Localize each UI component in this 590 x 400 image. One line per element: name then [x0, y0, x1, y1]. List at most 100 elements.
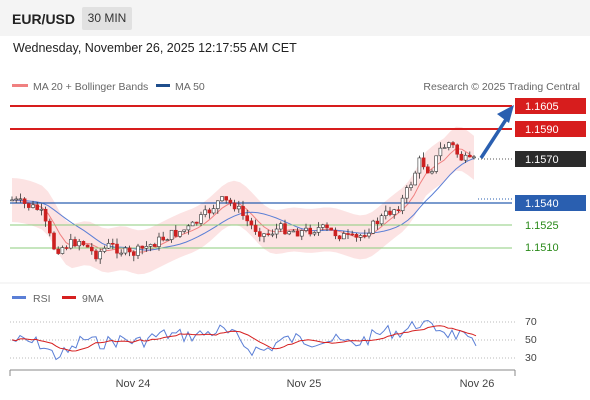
candle-body	[451, 142, 455, 146]
candle-body	[362, 235, 367, 237]
candle-body	[157, 236, 161, 247]
candle-body	[329, 227, 334, 231]
candle-body	[182, 229, 186, 232]
level-label-r1-box	[515, 121, 586, 137]
candle-body	[123, 247, 128, 254]
candle-body	[60, 247, 65, 254]
candle-body	[299, 230, 304, 237]
rsi-ma-line	[11, 325, 477, 352]
ma50-legend-label: MA 50	[175, 81, 205, 93]
candle-body	[161, 236, 165, 241]
candle-body	[35, 204, 40, 210]
candle-body	[388, 210, 392, 215]
candle-body	[262, 233, 266, 237]
candle-body	[207, 209, 212, 214]
candle-body	[148, 244, 153, 247]
candle-body	[90, 246, 94, 252]
level-label-current: 1.1570	[525, 154, 559, 166]
candle-body	[14, 198, 18, 201]
chart-header: EUR/USD 30 MIN	[0, 0, 590, 36]
candle-body	[400, 197, 405, 211]
candle-body	[56, 248, 61, 254]
bollinger-band	[12, 126, 474, 275]
candle-body	[249, 220, 254, 226]
candle-body	[253, 224, 258, 232]
candle-body	[409, 184, 413, 188]
candle-body	[442, 147, 447, 149]
candle-body	[43, 208, 48, 222]
candle-body	[413, 172, 418, 186]
candle-body	[446, 142, 451, 148]
candle-body	[375, 220, 380, 225]
candle-body	[463, 154, 468, 161]
candle-body	[98, 251, 102, 260]
candle-body	[459, 153, 464, 161]
candle-body	[266, 233, 271, 236]
candle-body	[308, 227, 313, 235]
candle-body	[425, 166, 430, 174]
candle-body	[119, 252, 123, 255]
candle-body	[237, 205, 241, 210]
candle-body	[52, 232, 56, 250]
candle-body	[346, 233, 350, 235]
candle-body	[358, 235, 363, 238]
candle-body	[186, 225, 191, 231]
candle-body	[64, 247, 69, 249]
level-label-current-box	[515, 151, 586, 167]
rsi-ma-legend-label: 9MA	[82, 293, 104, 305]
candle-body	[140, 245, 144, 249]
candle-body	[257, 231, 262, 237]
level-label-s1-box	[515, 195, 586, 211]
candle-body	[341, 233, 346, 240]
projection-arrow-shaft	[479, 117, 509, 159]
ma50-legend-swatch	[156, 84, 170, 87]
candle-body	[106, 243, 111, 249]
candle-body	[325, 224, 329, 229]
candle-body	[85, 244, 90, 248]
candle-body	[165, 239, 170, 241]
candle-body	[316, 227, 321, 233]
candle-body	[320, 224, 325, 228]
candle-body	[467, 154, 472, 158]
rsi-axis-50: 50	[525, 334, 537, 346]
candle-body	[304, 227, 308, 231]
candle-body	[287, 231, 292, 235]
candle-body	[31, 204, 35, 208]
ma20-legend-swatch	[12, 84, 28, 87]
candle-body	[39, 208, 44, 211]
rsi-legend-swatch	[12, 296, 26, 299]
candle-body	[337, 235, 342, 240]
candle-body	[455, 144, 460, 155]
candle-body	[438, 147, 443, 157]
candle-body	[115, 243, 119, 254]
candle-body	[371, 220, 376, 234]
level-label-r2-box	[515, 98, 586, 114]
candle-body	[228, 199, 233, 204]
rsi-axis-70: 70	[525, 316, 537, 328]
level-label-r2: 1.1605	[525, 101, 559, 113]
candle-body	[199, 214, 203, 224]
candle-body	[417, 157, 422, 174]
symbol-title: EUR/USD	[12, 11, 76, 27]
rsi-line	[11, 319, 477, 361]
candle-body	[283, 223, 287, 235]
credit-text: Research © 2025 Trading Central	[423, 81, 580, 93]
candle-body	[153, 244, 157, 247]
candle-body	[190, 221, 195, 227]
candle-body	[10, 199, 14, 202]
timeframe-button[interactable]: 30 MIN	[82, 7, 132, 30]
candle-body	[73, 239, 77, 247]
candle-body	[241, 205, 245, 216]
candle-body	[291, 230, 296, 233]
candle-body	[404, 187, 409, 199]
candle-body	[270, 233, 275, 236]
ma20-legend-label: MA 20 + Bollinger Bands	[33, 81, 148, 93]
candle-body	[312, 232, 317, 235]
candle-body	[354, 234, 359, 238]
time-label-nov26: Nov 26	[460, 378, 495, 390]
level-label-r1: 1.1590	[525, 124, 559, 136]
time-label-nov25: Nov 25	[287, 378, 322, 390]
candle-body	[178, 231, 182, 237]
candle-body	[434, 155, 439, 172]
